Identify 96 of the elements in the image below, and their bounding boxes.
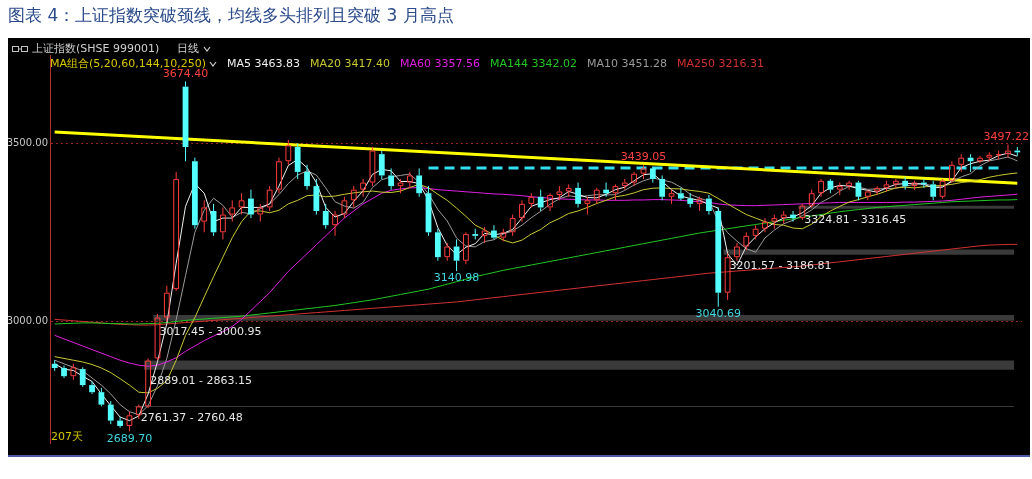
band-label: 3324.81 - 3316.45 [804, 213, 907, 227]
candlestick [266, 185, 273, 212]
candlestick [799, 203, 806, 221]
candlestick [734, 242, 740, 262]
candlestick [285, 139, 292, 166]
candlestick [612, 183, 619, 201]
text: MA144 3342.02 [490, 57, 578, 70]
candlestick [79, 366, 86, 388]
candlestick [939, 178, 946, 200]
candlestick [752, 224, 759, 240]
annotation: 3497.22 [983, 129, 1030, 143]
candlestick [491, 224, 497, 240]
candlestick [248, 189, 254, 219]
candlestick [677, 187, 684, 201]
annotation: 日线 [177, 41, 200, 56]
candlestick [313, 178, 320, 216]
candlestick [687, 192, 694, 208]
chart-title: 图表 4：上证指数突破颈线，均线多头排列且突破 3 月高点 [8, 4, 454, 27]
candlestick [229, 199, 236, 223]
candlestick [584, 196, 591, 216]
candlestick [276, 157, 282, 194]
candlestick [416, 167, 423, 198]
candlestick [238, 192, 245, 216]
text: MA60 3357.56 [400, 57, 481, 70]
candlestick [724, 253, 731, 301]
candlestick [575, 182, 581, 208]
candlestick [762, 217, 768, 233]
candlestick [117, 416, 123, 429]
y-tick-label: 3000.00 [6, 314, 48, 326]
candlestick [911, 180, 918, 191]
candlestick [668, 189, 675, 205]
candlestick [649, 166, 656, 184]
candlestick [332, 210, 338, 237]
candlestick [846, 180, 852, 191]
candlestick [892, 178, 899, 189]
candlestick [715, 206, 722, 308]
candlestick [444, 242, 451, 262]
annotation: 3439.05 [620, 150, 667, 164]
candlestick [257, 203, 264, 223]
candlestick [659, 174, 666, 201]
candlestick [220, 206, 226, 240]
candlestick [818, 178, 824, 198]
candlestick [163, 285, 170, 322]
candlestick [481, 226, 488, 244]
candlestick [621, 178, 628, 191]
candlestick [89, 381, 95, 395]
candlestick [519, 199, 525, 223]
band-label: 2889.01 - 2863.15 [150, 374, 253, 388]
candlestick [388, 167, 395, 191]
candlestick [350, 185, 357, 208]
candlestick [771, 214, 778, 230]
candlestick [191, 157, 198, 230]
candlestick [51, 359, 58, 372]
candlestick [986, 151, 993, 162]
chart-subtitle: 上证指数(SHSE 999001) [32, 41, 160, 56]
candlestick [958, 153, 965, 173]
candlestick [537, 189, 544, 212]
annotation: 3040.69 [695, 307, 741, 321]
annotation: 3140.98 [433, 271, 480, 285]
candlestick [61, 365, 67, 379]
candlestick [706, 194, 712, 216]
annotation: 207天 [51, 430, 83, 444]
candlestick [547, 192, 553, 212]
candlestick [556, 185, 563, 201]
candlestick [322, 203, 329, 230]
candlestick [434, 228, 441, 262]
candlestick [173, 171, 180, 292]
candlestick [509, 214, 516, 237]
text: MA250 3216.31 [677, 57, 765, 70]
candlestick [378, 150, 385, 180]
candlestick [294, 142, 301, 180]
candlestick [463, 231, 469, 265]
candlestick [70, 363, 77, 381]
y-tick-label: 3500.00 [6, 137, 48, 149]
candlestick [360, 178, 366, 198]
candlestick [145, 357, 152, 409]
candlestick [902, 176, 909, 191]
candlestick [874, 185, 881, 196]
text: MA20 3417.40 [310, 57, 391, 70]
candlestick [593, 187, 600, 205]
candlestick [743, 231, 750, 251]
candlestick [107, 400, 114, 425]
candlestick [201, 199, 208, 233]
band-label: 2761.37 - 2760.48 [140, 410, 243, 424]
candlestick [631, 171, 638, 187]
annotation: 2689.70 [106, 431, 153, 445]
candlestick [135, 404, 142, 420]
candlestick [528, 192, 535, 208]
candlestick [397, 178, 404, 194]
candlestick [304, 164, 310, 191]
candlestick [565, 183, 572, 198]
candlestick [1005, 143, 1011, 159]
candlestick [949, 160, 955, 184]
text: MA10 3451.28 [587, 57, 668, 70]
text: MA5 3463.83 [227, 57, 301, 70]
candlestick [977, 155, 983, 164]
